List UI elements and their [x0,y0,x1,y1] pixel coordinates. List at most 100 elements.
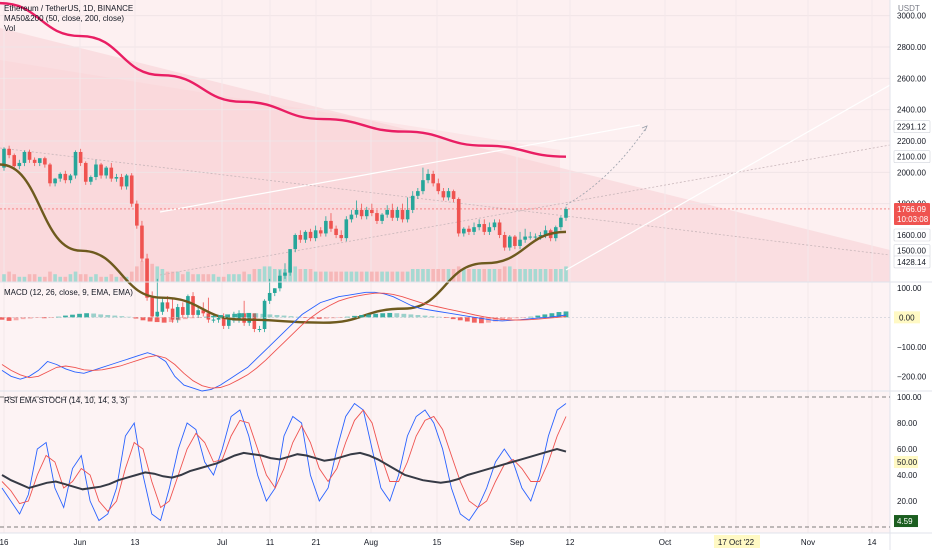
macd-tick-label: −100.00 [897,343,927,352]
trend-dotted-line [159,144,891,276]
rsi-tick-label: 20.00 [897,497,918,506]
volume-bar [181,274,185,282]
candle-body [451,191,456,199]
candle-body [293,235,298,250]
volume-bar [324,271,328,282]
macd-histogram-bar [556,312,562,318]
price-level-value: 1500.00 [897,247,926,256]
candle-body [508,236,512,248]
volume-bar [436,269,441,282]
macd-histogram-bar [479,317,484,324]
candle-body [513,236,517,246]
candle-body [349,214,354,220]
volume-bar [416,269,420,282]
macd-histogram-bar [295,316,301,318]
candle-body [227,319,231,326]
candle-body [114,177,119,179]
macd-histogram-bar [408,314,414,318]
volume-bar [221,276,226,282]
rsi-legend[interactable]: RSI EMA STOCH (14, 10, 14, 3, 3) [4,396,127,406]
currency-text: USDT [898,4,920,13]
candle-body [58,173,62,179]
volume-bar [155,266,160,282]
macd-histogram-bar [535,315,541,318]
candle-body [206,313,211,320]
candle-body [119,177,124,187]
volume-bar [160,269,165,282]
volume-bar [528,269,533,282]
volume-bar [191,274,195,282]
rsi-tick-label: 100.00 [897,393,922,402]
volume-bar [462,269,466,282]
candle-body [181,307,185,315]
macd-histogram-bar [211,315,216,318]
candle-body [482,224,487,232]
macd-histogram-bar [13,317,19,321]
macd-histogram-bar [542,314,548,318]
macd-histogram-bar [112,315,118,318]
macd-histogram-bar [140,317,146,321]
candle-body [431,173,435,184]
volume-indicator-label[interactable]: Vol [4,24,16,33]
volume-bar [502,266,507,282]
macd-histogram-bar [98,314,104,318]
candle-body [375,213,379,221]
rsi-indicator-label[interactable]: RSI EMA STOCH (14, 10, 14, 3, 3) [4,396,128,405]
candle-body [27,151,32,160]
candle-body [497,222,502,235]
ma-indicator-label[interactable]: MA50&200 (50, close, 200, close) [4,14,125,23]
macd-tick-label: −200.00 [897,372,927,381]
price-tick-label: 2400.00 [897,106,926,115]
macd-histogram-bar [316,317,322,319]
macd-histogram-bar [380,313,386,318]
volume-bar [53,274,57,282]
candle-body [165,302,170,309]
rsi-d-line [1,409,567,513]
macd-indicator-label[interactable]: MACD (12, 26, close, 9, EMA, EMA) [4,288,133,297]
macd-histogram-bar [302,317,308,318]
volume-bar [32,274,37,282]
candle-body [247,313,252,323]
candle-body [344,219,349,239]
candle-body [426,173,430,181]
volume-bar [175,271,180,282]
candle-body [257,329,262,330]
volume-bar [262,266,267,282]
volume-bar [431,269,435,282]
volume-bar [380,271,384,282]
rsi-tick-label: 40.00 [897,471,918,480]
candle-body [318,230,323,234]
candle-body [518,239,522,246]
candle-body [32,159,37,163]
candle-body [175,307,180,320]
volume-bar [508,266,512,282]
volume-bar [7,271,11,282]
macd-histogram-bar [197,317,202,318]
macd-value-tag [894,311,920,324]
macd-histogram-bar [168,317,174,323]
candle-body [313,230,318,239]
macd-histogram-bar [528,316,534,318]
volume-bar [242,271,246,282]
rsi-k-line [1,402,567,522]
candle-body [487,227,492,232]
price-level-tag [893,255,931,269]
candle-body [467,228,471,232]
volume-bar [472,269,476,282]
volume-bar [247,274,252,282]
rsi-value-text: 4.59 [897,517,913,526]
volume-bar [421,269,425,282]
macd-histogram-bar [464,317,470,322]
projection-path [565,127,647,206]
volume-bar [94,274,98,282]
macd-legend[interactable]: MACD (12, 26, close, 9, EMA, EMA) [4,288,133,298]
symbol-title[interactable]: Ethereum / TetherUS, 1D, BINANCE [4,4,134,13]
time-tick-label: Aug [364,538,378,547]
candle-body [22,151,27,163]
price-level-value: 1428.14 [897,258,926,267]
macd-histogram-bar [345,316,350,318]
volume-bar [293,266,298,282]
volume-bar [318,271,323,282]
current-price-value: 1766.09 [897,205,926,214]
